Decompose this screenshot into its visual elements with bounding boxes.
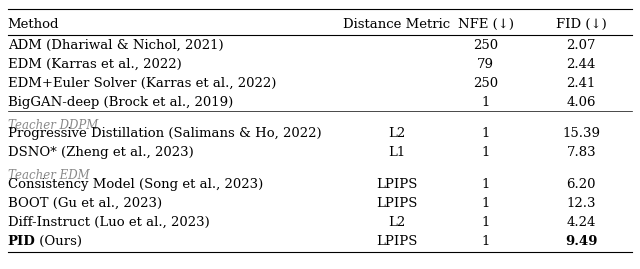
- Text: L2: L2: [388, 216, 405, 229]
- Text: 1: 1: [481, 235, 490, 248]
- Text: Progressive Distillation (Salimans & Ho, 2022): Progressive Distillation (Salimans & Ho,…: [8, 127, 321, 140]
- Text: 9.49: 9.49: [565, 235, 598, 248]
- Text: ADM (Dhariwal & Nichol, 2021): ADM (Dhariwal & Nichol, 2021): [8, 38, 223, 52]
- Text: 2.44: 2.44: [566, 58, 596, 71]
- Text: 2.41: 2.41: [566, 77, 596, 90]
- Text: L1: L1: [388, 146, 405, 159]
- Text: Teacher EDM: Teacher EDM: [8, 169, 90, 182]
- Text: 7.83: 7.83: [566, 146, 596, 159]
- Text: 1: 1: [481, 96, 490, 109]
- Text: 1: 1: [481, 197, 490, 210]
- Text: PID: PID: [8, 235, 35, 248]
- Text: 4.24: 4.24: [566, 216, 596, 229]
- Text: Diff-Instruct (Luo et al., 2023): Diff-Instruct (Luo et al., 2023): [8, 216, 209, 229]
- Text: Distance Metric: Distance Metric: [343, 17, 450, 30]
- Text: 2.07: 2.07: [566, 38, 596, 52]
- Text: 1: 1: [481, 216, 490, 229]
- Text: BigGAN-deep (Brock et al., 2019): BigGAN-deep (Brock et al., 2019): [8, 96, 233, 109]
- Text: EDM+Euler Solver (Karras et al., 2022): EDM+Euler Solver (Karras et al., 2022): [8, 77, 276, 90]
- Text: 1: 1: [481, 146, 490, 159]
- Text: (Ours): (Ours): [35, 235, 81, 248]
- Text: Teacher DDPM: Teacher DDPM: [8, 119, 98, 132]
- Text: BOOT (Gu et al., 2023): BOOT (Gu et al., 2023): [8, 197, 162, 210]
- Text: 12.3: 12.3: [566, 197, 596, 210]
- Text: 79: 79: [477, 58, 494, 71]
- Text: Method: Method: [8, 17, 60, 30]
- Text: LPIPS: LPIPS: [376, 197, 417, 210]
- Text: NFE (↓): NFE (↓): [458, 17, 514, 30]
- Text: 250: 250: [473, 38, 499, 52]
- Text: L2: L2: [388, 127, 405, 140]
- Text: 250: 250: [473, 77, 499, 90]
- Text: Consistency Model (Song et al., 2023): Consistency Model (Song et al., 2023): [8, 178, 263, 190]
- Text: DSNO* (Zheng et al., 2023): DSNO* (Zheng et al., 2023): [8, 146, 193, 159]
- Text: FID (↓): FID (↓): [556, 17, 607, 30]
- Text: 4.06: 4.06: [566, 96, 596, 109]
- Text: 1: 1: [481, 127, 490, 140]
- Text: 15.39: 15.39: [563, 127, 600, 140]
- Text: LPIPS: LPIPS: [376, 235, 417, 248]
- Text: LPIPS: LPIPS: [376, 178, 417, 190]
- Text: 6.20: 6.20: [566, 178, 596, 190]
- Text: EDM (Karras et al., 2022): EDM (Karras et al., 2022): [8, 58, 182, 71]
- Text: 1: 1: [481, 178, 490, 190]
